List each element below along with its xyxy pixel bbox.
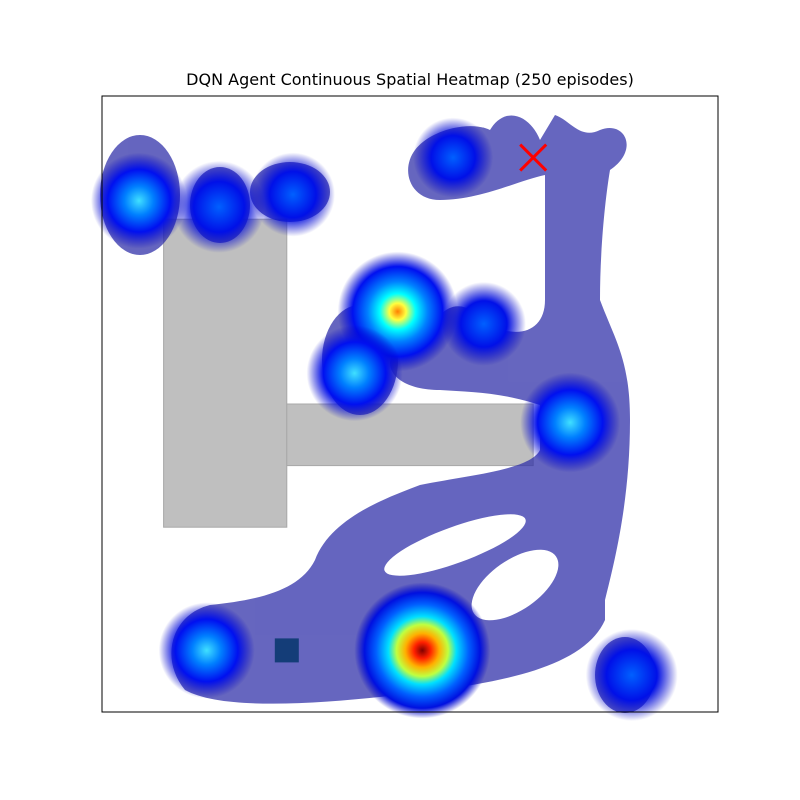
hotspot-3 [90,152,187,249]
start-marker [274,638,299,663]
hotspot-9 [441,281,526,366]
hotspot-layer [90,117,678,722]
hotspot-4 [158,602,255,699]
hotspot-0 [354,582,491,719]
marker-layer [274,143,548,663]
hotspot-6 [585,629,678,722]
unvisited-gap-2 [471,549,559,621]
hotspot-8 [250,152,335,237]
goal-marker-stroke-2 [519,143,548,172]
plot-frame [101,95,719,713]
unvisited-gap-1 [384,514,526,576]
chart-title: DQN Agent Continuous Spatial Heatmap (25… [186,70,634,89]
hotspot-7 [173,160,266,253]
hotspot-10 [413,117,494,198]
obstacle-block-left [163,218,288,528]
hotspot-5 [306,325,403,422]
obstacle-bar-middle [286,403,534,467]
hotspot-2 [520,372,621,473]
